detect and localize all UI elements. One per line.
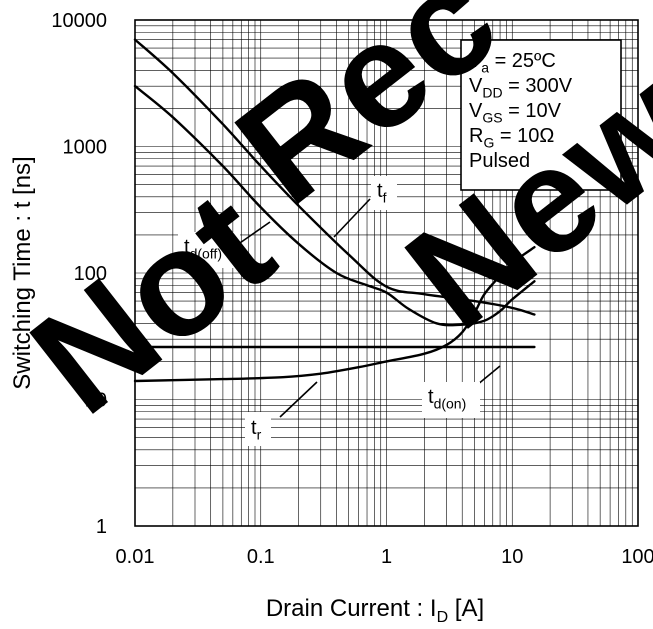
- annotation-label: td(on): [428, 386, 466, 412]
- series-curves: [133, 38, 536, 383]
- plot-frame: [134, 19, 639, 527]
- annotation-label-main: t: [377, 180, 383, 202]
- annotation-label: td(off): [184, 236, 222, 262]
- x-axis-label-main: Drain Current : I: [266, 595, 437, 622]
- annotation-leaders: [236, 198, 501, 418]
- annotation-label-sub: d(off): [190, 246, 222, 262]
- grid-lines: [134, 20, 638, 527]
- condition-line-rest: = 25ºC: [489, 50, 556, 72]
- annotation-bg: [371, 176, 397, 210]
- y-tick-label: 10: [85, 390, 107, 412]
- x-tick-label: 0.01: [116, 546, 155, 568]
- annotation-label-sub: f: [383, 190, 387, 206]
- annotation-bg: [178, 232, 240, 268]
- condition-line-rest: = 300V: [503, 75, 573, 97]
- condition-line-main: T: [469, 50, 481, 72]
- x-tick-label: 100: [621, 546, 653, 568]
- series-line-t-r: [133, 246, 536, 383]
- y-tick-label: 10000: [51, 10, 107, 32]
- condition-line: VDD = 300V: [469, 75, 573, 101]
- leader-tdon: [476, 365, 501, 386]
- annotation-label-sub: r: [257, 427, 262, 443]
- leader-tr: [279, 381, 318, 418]
- condition-line-main: R: [469, 125, 483, 147]
- annotation-bg: [422, 382, 480, 418]
- x-axis-label: Drain Current : ID [A]: [266, 595, 484, 624]
- condition-line-sub: a: [481, 60, 489, 76]
- y-tick-label: 1: [96, 516, 107, 538]
- leader-tf: [333, 198, 371, 238]
- series-line-t-d-off-: [133, 84, 536, 327]
- conditions-box: [460, 39, 622, 191]
- condition-line: Pulsed: [469, 150, 530, 172]
- condition-line-sub: G: [483, 135, 494, 151]
- annotation-label-main: t: [184, 236, 190, 258]
- condition-line: VGS = 10V: [469, 100, 562, 126]
- condition-line-rest: = 10V: [503, 100, 562, 122]
- condition-line-main: V: [469, 100, 483, 122]
- x-tick-label: 0.1: [247, 546, 275, 568]
- y-tick-label: 1000: [63, 137, 108, 159]
- condition-line-sub: GS: [482, 110, 502, 126]
- series-line-t-f: [133, 38, 536, 316]
- x-tick-label: 1: [381, 546, 392, 568]
- annotation-label: tf: [377, 180, 387, 206]
- condition-line: RG = 10Ω: [469, 125, 554, 151]
- x-axis-label-sub: D: [437, 609, 449, 624]
- x-tick-label: 10: [501, 546, 523, 568]
- annotation-label: tr: [251, 417, 262, 443]
- annotation-label-main: t: [428, 386, 434, 408]
- condition-line-rest: = 10Ω: [494, 125, 554, 147]
- leader-tdoff: [236, 221, 271, 246]
- annotation-bg: [245, 412, 271, 446]
- condition-line: Ta = 25ºC: [469, 50, 556, 76]
- annotation-label-main: t: [251, 417, 257, 439]
- y-axis-label: Switching Time : t [ns]: [9, 156, 36, 389]
- condition-line-main: V: [469, 75, 483, 97]
- condition-line-sub: DD: [482, 85, 502, 101]
- condition-line-main: Pulsed: [469, 150, 530, 172]
- annotation-label-sub: d(on): [434, 396, 467, 412]
- y-tick-label: 100: [74, 263, 107, 285]
- x-axis-label-unit: [A]: [448, 595, 484, 622]
